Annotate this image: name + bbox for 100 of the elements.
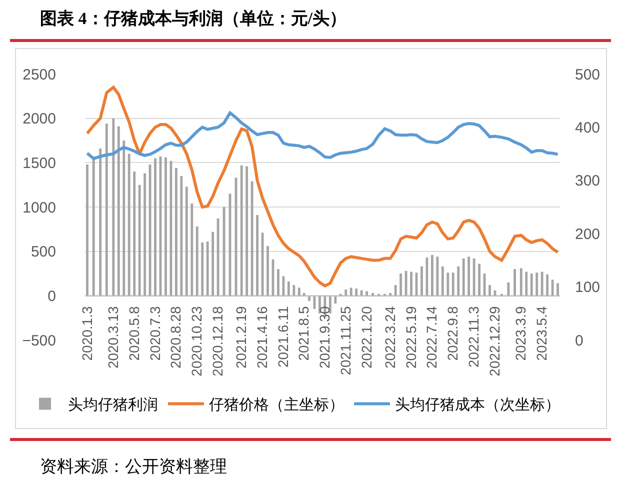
bar xyxy=(389,293,392,296)
bar xyxy=(133,172,136,296)
y-tick-label: 1500 xyxy=(22,154,56,172)
x-tick-label: 2020.8.28 xyxy=(168,306,184,369)
bar xyxy=(536,272,538,296)
y2-tick-label: 0 xyxy=(575,332,584,350)
x-tick-label: 2021.9.30 xyxy=(316,306,332,369)
x-tick-label: 2023.5.4 xyxy=(534,306,550,361)
bar xyxy=(426,258,428,296)
bar xyxy=(246,166,248,296)
legend-label: 头均仔猪成本（次坐标） xyxy=(395,396,560,414)
bar xyxy=(430,254,434,296)
bar xyxy=(128,154,130,296)
bar xyxy=(174,168,178,296)
bar xyxy=(344,289,348,296)
y-tick-label: 0 xyxy=(48,288,56,305)
bar xyxy=(112,118,115,296)
text: 资料来源：公开资料整理 xyxy=(40,457,227,476)
bar xyxy=(266,246,269,296)
bar xyxy=(154,158,156,296)
bar xyxy=(420,266,423,296)
bar xyxy=(546,274,549,296)
bar xyxy=(446,272,450,296)
x-tick-label: 2022.1.20 xyxy=(358,306,374,369)
bar xyxy=(212,232,214,296)
bar xyxy=(99,148,102,296)
bar xyxy=(164,157,167,296)
y2-tick-label: 300 xyxy=(575,172,600,190)
bar xyxy=(468,256,470,296)
bar xyxy=(355,288,358,296)
bar xyxy=(256,214,258,296)
x-tick-label: 2020.7.3 xyxy=(146,306,163,361)
bar xyxy=(170,160,172,296)
bar xyxy=(556,283,559,296)
bar xyxy=(216,218,220,296)
bar xyxy=(360,290,363,296)
y-tick-label: 2000 xyxy=(22,110,56,128)
bar xyxy=(530,274,533,296)
bar xyxy=(282,276,285,296)
legend-label: 头均仔猪利润 xyxy=(68,396,158,414)
x-tick-label: 2022.5.19 xyxy=(402,306,419,369)
bar xyxy=(462,258,465,296)
bar xyxy=(144,173,146,296)
x-tick-label: 2022.12.29 xyxy=(486,306,503,376)
x-tick-label: 2020.1.3 xyxy=(78,306,95,361)
bar xyxy=(328,296,332,314)
x-tick-label: 2022.9.8 xyxy=(444,306,461,361)
bar xyxy=(472,258,476,296)
bar xyxy=(525,272,528,296)
line-series xyxy=(86,86,560,288)
y-tick-label: 500 xyxy=(30,244,56,261)
bar xyxy=(105,124,108,296)
bar xyxy=(86,164,88,296)
y2-tick-label: 500 xyxy=(575,66,600,84)
bar xyxy=(190,203,194,296)
bar xyxy=(250,181,254,296)
bar xyxy=(366,291,368,296)
x-tick-label: 2022.3.24 xyxy=(382,306,398,369)
bar xyxy=(292,285,296,296)
y-tick-label: 2500 xyxy=(22,66,56,84)
x-tick-label: 2021.4.16 xyxy=(254,306,270,369)
bar xyxy=(514,269,516,296)
bar xyxy=(298,288,300,296)
chart-title: 图表 4：仔猪成本与利润（单位：元/头） xyxy=(40,8,346,28)
bar xyxy=(196,226,198,296)
bar xyxy=(441,266,444,296)
x-tick-label: 2022.7.14 xyxy=(424,306,440,369)
bar xyxy=(201,242,204,296)
legend-label: 仔猪价格（主坐标） xyxy=(209,396,344,414)
x-tick-label: 2021.8.5 xyxy=(296,306,312,361)
bar xyxy=(334,296,337,304)
y-tick-label: −500 xyxy=(22,332,56,350)
bar xyxy=(436,256,439,296)
y2-tick-label: 100 xyxy=(575,279,600,296)
x-tick-label: 2021.2.19 xyxy=(233,306,250,369)
bar xyxy=(138,184,141,296)
bar xyxy=(92,156,95,296)
bar xyxy=(117,126,120,296)
bar xyxy=(520,268,522,296)
x-tick-label: 2021.6.11 xyxy=(275,306,291,368)
bar xyxy=(350,288,352,296)
x-tick-label: 2020.10.23 xyxy=(188,306,205,376)
bar xyxy=(410,272,412,296)
y2-tick-label: 200 xyxy=(575,226,600,243)
x-tick-label: 2020.5.8 xyxy=(126,306,142,361)
bar xyxy=(180,176,183,296)
x-tick-label: 2020.3.13 xyxy=(104,306,121,369)
y2-tick-label: 400 xyxy=(575,119,600,136)
bar xyxy=(372,293,374,296)
bar xyxy=(478,264,480,296)
bar xyxy=(277,269,280,296)
bar xyxy=(287,281,290,296)
bar xyxy=(206,242,209,296)
bar xyxy=(452,272,454,296)
bar xyxy=(488,285,491,296)
x-tick-label: 2022.11.3 xyxy=(466,306,482,368)
bar xyxy=(507,282,510,296)
bar xyxy=(400,274,402,296)
line-series xyxy=(86,111,560,160)
bar xyxy=(122,140,126,296)
